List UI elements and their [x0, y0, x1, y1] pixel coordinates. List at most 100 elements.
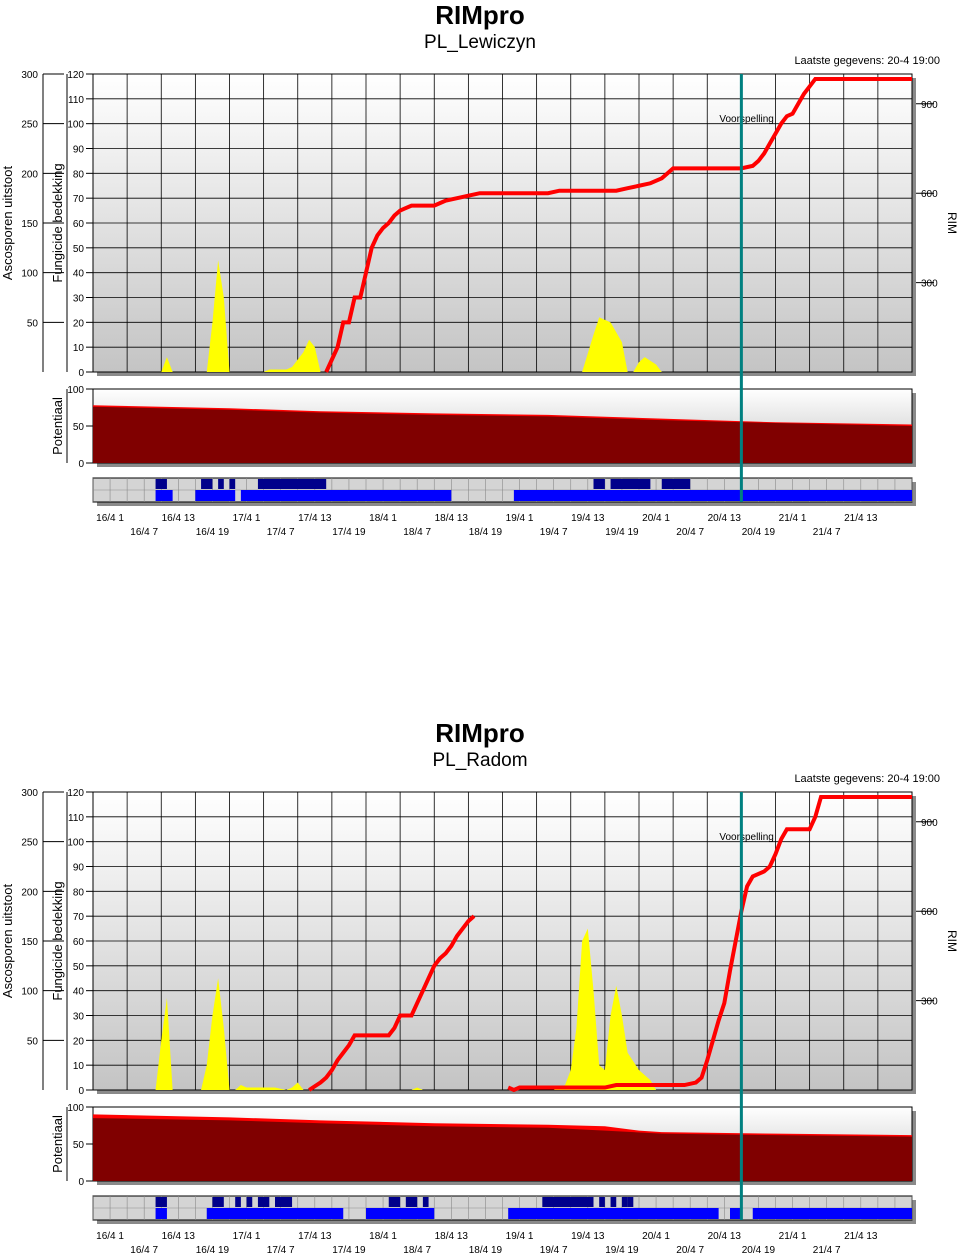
wet-dark-segment — [610, 1197, 617, 1207]
x-tick-label: 21/4 1 — [779, 1231, 807, 1242]
potential-tick-label: 50 — [73, 422, 85, 433]
x-tick-label: 19/4 19 — [605, 1245, 639, 1256]
inner-tick-label: 20 — [73, 1036, 85, 1047]
right-tick-label: 900 — [921, 100, 938, 111]
inner-tick-label: 60 — [73, 937, 85, 948]
x-tick-label: 18/4 1 — [369, 513, 397, 524]
inner-tick-label: 50 — [73, 244, 85, 255]
wet-light-segment — [752, 1208, 912, 1219]
x-tick-label: 16/4 19 — [196, 527, 230, 538]
x-tick-label: 20/4 13 — [708, 513, 742, 524]
potential-tick-label: 0 — [78, 1177, 84, 1188]
x-tick-label: 16/4 7 — [130, 1245, 158, 1256]
wet-light-segment — [240, 490, 452, 501]
inner-tick-label: 10 — [73, 343, 85, 354]
x-tick-label: 21/4 13 — [844, 1231, 878, 1242]
wet-light-segment — [206, 1208, 344, 1219]
last-data-label: Laatste gegevens: 20-4 19:00 — [794, 773, 940, 785]
right-axis-title: RIM — [945, 930, 959, 952]
outer-tick-label: 100 — [21, 269, 38, 280]
x-tick-label: 18/4 1 — [369, 1231, 397, 1242]
inner-axis-title: Fungicide bedekking — [50, 163, 65, 282]
outer-tick-label: 50 — [27, 1036, 39, 1047]
x-tick-label: 20/4 7 — [676, 1245, 704, 1256]
x-tick-label: 17/4 7 — [267, 1245, 295, 1256]
x-tick-label: 20/4 19 — [742, 527, 776, 538]
inner-tick-label: 40 — [73, 987, 85, 998]
right-tick-label: 900 — [921, 818, 938, 829]
inner-tick-label: 100 — [67, 838, 84, 849]
x-tick-label: 16/4 1 — [96, 1231, 124, 1242]
inner-tick-label: 110 — [68, 95, 84, 106]
x-tick-label: 18/4 19 — [469, 527, 503, 538]
x-tick-label: 18/4 19 — [469, 1245, 503, 1256]
x-tick-label: 19/4 7 — [540, 1245, 568, 1256]
outer-tick-label: 200 — [21, 169, 38, 180]
wet-dark-segment — [155, 1197, 167, 1207]
wet-dark-segment — [275, 1197, 293, 1207]
x-tick-label: 17/4 19 — [332, 527, 366, 538]
wet-light-segment — [513, 490, 912, 501]
potential-tick-label: 0 — [78, 459, 84, 470]
wet-dark-segment — [201, 479, 213, 489]
potential-tick-label: 50 — [73, 1140, 85, 1151]
wet-light-segment — [366, 1208, 435, 1219]
wet-dark-segment — [229, 479, 236, 489]
right-tick-label: 600 — [921, 189, 938, 200]
x-tick-label: 19/4 7 — [540, 527, 568, 538]
x-tick-label: 16/4 13 — [162, 1231, 196, 1242]
wet-light-segment — [195, 490, 236, 501]
ascospore-area — [161, 260, 662, 372]
wet-dark-segment — [661, 479, 691, 489]
x-tick-label: 17/4 19 — [332, 1245, 366, 1256]
rim-line — [507, 794, 912, 1093]
wet-light-segment — [730, 1208, 742, 1219]
x-tick-label: 21/4 1 — [779, 513, 807, 524]
forecast-label: Voorspelling — [719, 832, 773, 843]
rim-line — [308, 914, 476, 1092]
x-tick-label: 17/4 7 — [267, 527, 295, 538]
wet-dark-segment — [388, 1197, 401, 1207]
wet-dark-segment — [257, 1197, 270, 1207]
x-tick-label: 17/4 13 — [298, 513, 332, 524]
inner-tick-label: 70 — [73, 912, 85, 923]
inner-tick-label: 80 — [73, 169, 85, 180]
outer-axis-title: Ascosporen uitstoot — [0, 884, 15, 999]
chart-title: RIMpro — [435, 718, 525, 748]
wet-dark-segment — [593, 479, 605, 489]
x-tick-label: 18/4 7 — [403, 1245, 431, 1256]
inner-tick-label: 30 — [73, 294, 85, 305]
x-tick-label: 18/4 13 — [435, 1231, 469, 1242]
forecast-label: Voorspelling — [719, 114, 773, 125]
x-tick-label: 19/4 13 — [571, 1231, 605, 1242]
wet-dark-segment — [246, 1197, 253, 1207]
ascospore-area — [155, 928, 657, 1090]
inner-tick-label: 60 — [73, 219, 85, 230]
inner-tick-label: 0 — [78, 368, 84, 379]
x-tick-label: 16/4 13 — [162, 513, 196, 524]
inner-tick-label: 100 — [67, 120, 84, 131]
outer-tick-label: 300 — [21, 788, 38, 799]
inner-tick-label: 40 — [73, 269, 85, 280]
right-tick-label: 300 — [921, 279, 938, 290]
potential-axis-title: Potentiaal — [50, 1115, 65, 1173]
x-tick-label: 19/4 1 — [506, 1231, 534, 1242]
x-tick-label: 21/4 7 — [813, 1245, 841, 1256]
x-tick-label: 17/4 1 — [233, 513, 261, 524]
wet-dark-segment — [599, 1197, 605, 1207]
potential-axis-title: Potentiaal — [50, 397, 65, 455]
potential-area — [93, 1118, 912, 1181]
x-tick-label: 20/4 13 — [708, 1231, 742, 1242]
chart-subtitle: PL_Radom — [432, 750, 527, 771]
wet-light-segment — [155, 490, 173, 501]
last-data-label: Laatste gegevens: 20-4 19:00 — [794, 55, 940, 67]
wet-dark-segment — [627, 1197, 634, 1207]
wet-dark-segment — [542, 1197, 594, 1207]
inner-tick-label: 80 — [73, 887, 85, 898]
x-tick-label: 20/4 1 — [642, 1231, 670, 1242]
right-axis-title: RIM — [945, 212, 959, 234]
x-tick-label: 20/4 19 — [742, 1245, 776, 1256]
outer-tick-label: 150 — [21, 219, 38, 230]
